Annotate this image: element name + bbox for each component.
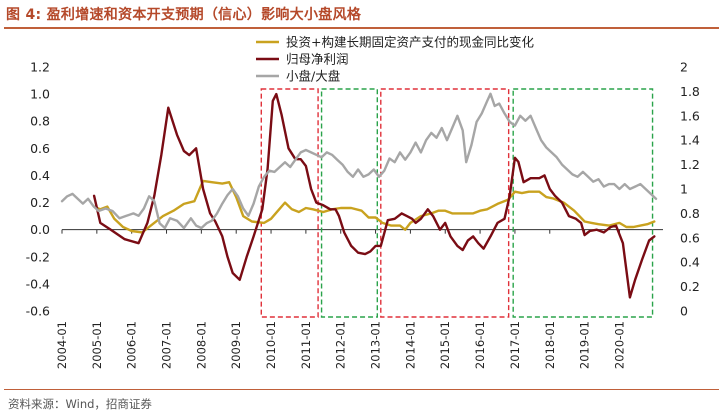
x-tick-label: 2007-01	[160, 321, 174, 369]
left-tick-label: 0.4	[30, 168, 50, 183]
title-rule	[4, 27, 719, 29]
series-line	[92, 92, 656, 299]
x-tick-label: 2012-01	[334, 321, 348, 369]
x-tick-label: 2020-01	[612, 321, 626, 369]
left-tick-label: 1.2	[30, 60, 50, 75]
x-tick-label: 2010-01	[264, 321, 278, 369]
right-tick-label: 1.4	[680, 133, 700, 148]
x-tick-label: 2006-01	[125, 321, 139, 369]
highlight-box	[260, 88, 319, 318]
x-tick-label: 2018-01	[543, 321, 557, 369]
left-tick-label: 0.2	[30, 195, 50, 210]
chart: 1.2 1.0 0.8 0.6 0.4 0.2 0.0 -0.2 -0.4 -0.6 2 1.8 1.6…	[26, 35, 700, 370]
highlight-box	[320, 88, 379, 318]
x-tick-label: 2016-01	[473, 321, 487, 369]
legend-label: 小盘/大盘	[286, 69, 340, 84]
x-tick-label: 2019-01	[578, 321, 592, 369]
series-layer	[60, 92, 658, 299]
highlight-box	[380, 88, 510, 318]
x-tick-label: 2008-01	[194, 321, 208, 369]
right-tick-label: 0.6	[680, 230, 700, 245]
source-note: 资料来源：Wind，招商证券	[8, 397, 152, 411]
right-tick-label: 1.6	[680, 108, 700, 123]
series-line	[60, 92, 658, 230]
x-tick-label: 2009-01	[229, 321, 243, 369]
x-tick-label: 2017-01	[508, 321, 522, 369]
highlight-box	[512, 88, 654, 318]
right-tick-label: 0.2	[680, 279, 700, 294]
right-tick-label: 1.8	[680, 84, 700, 99]
x-tick-label: 2015-01	[438, 321, 452, 369]
x-tick-label: 2005-01	[90, 321, 104, 369]
right-tick-label: 0.8	[680, 206, 700, 221]
figure-title: 图 4: 盈利增速和资本开支预期（信心）影响大小盘风格	[6, 7, 362, 23]
series-line	[92, 179, 656, 234]
x-tick-label: 2014-01	[403, 321, 417, 369]
left-tick-label: 0.6	[30, 141, 50, 156]
right-tick-label: 1.2	[680, 157, 700, 172]
left-tick-label: -0.2	[26, 249, 50, 264]
left-tick-label: 0.0	[30, 222, 50, 237]
left-tick-label: -0.6	[26, 304, 50, 319]
right-tick-label: 2	[680, 60, 688, 75]
right-tick-label: 1	[680, 182, 688, 197]
legend-label: 归母净利润	[286, 52, 349, 67]
left-tick-label: -0.4	[26, 276, 50, 291]
x-tick-label: 2004-01	[55, 321, 69, 369]
x-tick-label: 2013-01	[369, 321, 383, 369]
right-tick-label: 0	[680, 304, 688, 319]
footer-rule	[4, 389, 719, 390]
left-tick-label: 1.0	[30, 87, 50, 102]
x-tick-label: 2011-01	[299, 321, 313, 369]
axis-layer: 1.2 1.0 0.8 0.6 0.4 0.2 0.0 -0.2 -0.4 -0.6 2 1.8 1.6…	[26, 60, 700, 370]
right-tick-label: 0.4	[680, 255, 700, 270]
left-tick-label: 0.8	[30, 114, 50, 129]
legend-label: 投资+构建长期固定资产支付的现金同比变化	[286, 35, 534, 50]
